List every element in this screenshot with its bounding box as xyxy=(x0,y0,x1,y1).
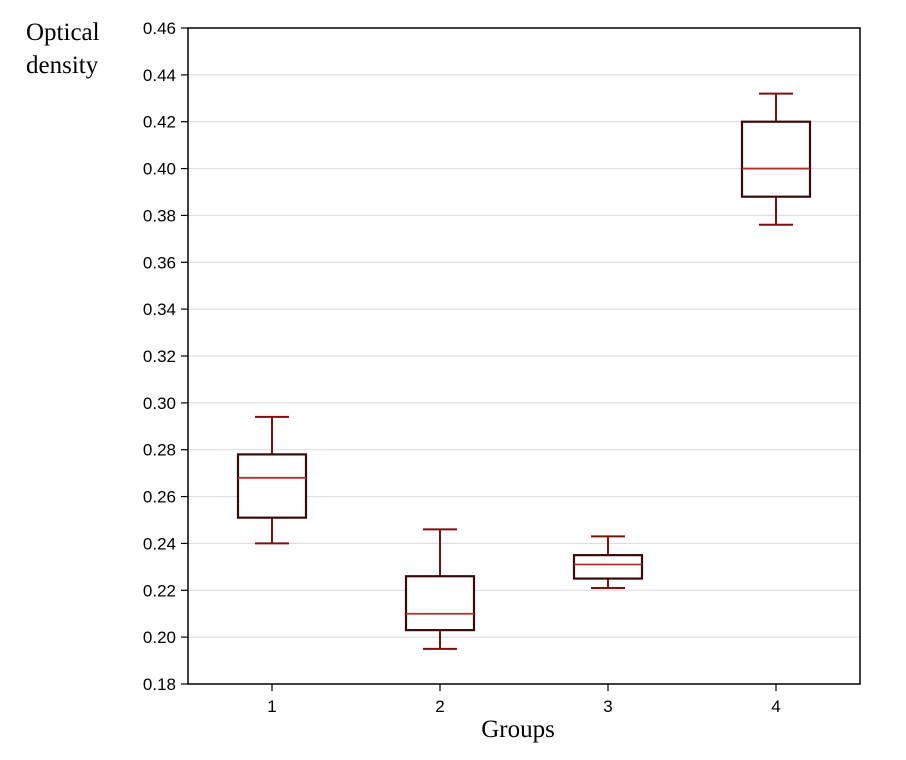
x-tick-label: 3 xyxy=(603,697,612,716)
grid-lines xyxy=(188,74,860,638)
y-tick-label: 0.36 xyxy=(143,253,176,272)
box-group-1 xyxy=(236,415,308,545)
y-tick-label: 0.40 xyxy=(143,160,176,179)
box-group-2 xyxy=(404,528,476,650)
y-tick-label: 0.28 xyxy=(143,441,176,460)
x-tick-label: 1 xyxy=(267,697,276,716)
x-axis-label: Groups xyxy=(481,716,555,743)
y-tick-label: 0.34 xyxy=(143,300,176,319)
x-axis-ticks: 1 2 3 4 xyxy=(267,684,781,716)
y-axis-label-line-2: density xyxy=(26,52,99,79)
y-tick-label: 0.18 xyxy=(143,675,176,694)
box-iqr xyxy=(572,554,644,580)
y-axis-ticks: 0.18 0.20 0.22 0.24 0.26 0.28 0.30 0.32 0.34 0.36… xyxy=(143,19,188,694)
box-iqr xyxy=(740,120,812,198)
y-tick-label: 0.44 xyxy=(143,66,176,85)
y-tick-label: 0.20 xyxy=(143,628,176,647)
box-group-4 xyxy=(740,92,812,226)
y-tick-label: 0.24 xyxy=(143,534,176,553)
y-tick-label: 0.42 xyxy=(143,113,176,132)
box-plots xyxy=(236,92,812,650)
y-tick-label: 0.30 xyxy=(143,394,176,413)
y-tick-label: 0.32 xyxy=(143,347,176,366)
y-tick-label: 0.22 xyxy=(143,581,176,600)
x-tick-label: 4 xyxy=(771,697,780,716)
y-tick-label: 0.26 xyxy=(143,488,176,507)
y-axis-label-line-1: Optical xyxy=(26,19,100,46)
x-tick-label: 2 xyxy=(435,697,444,716)
y-tick-label: 0.46 xyxy=(143,19,176,38)
box-iqr xyxy=(236,453,308,519)
y-tick-label: 0.38 xyxy=(143,206,176,225)
box-iqr xyxy=(404,575,476,632)
box-group-3 xyxy=(572,535,644,589)
